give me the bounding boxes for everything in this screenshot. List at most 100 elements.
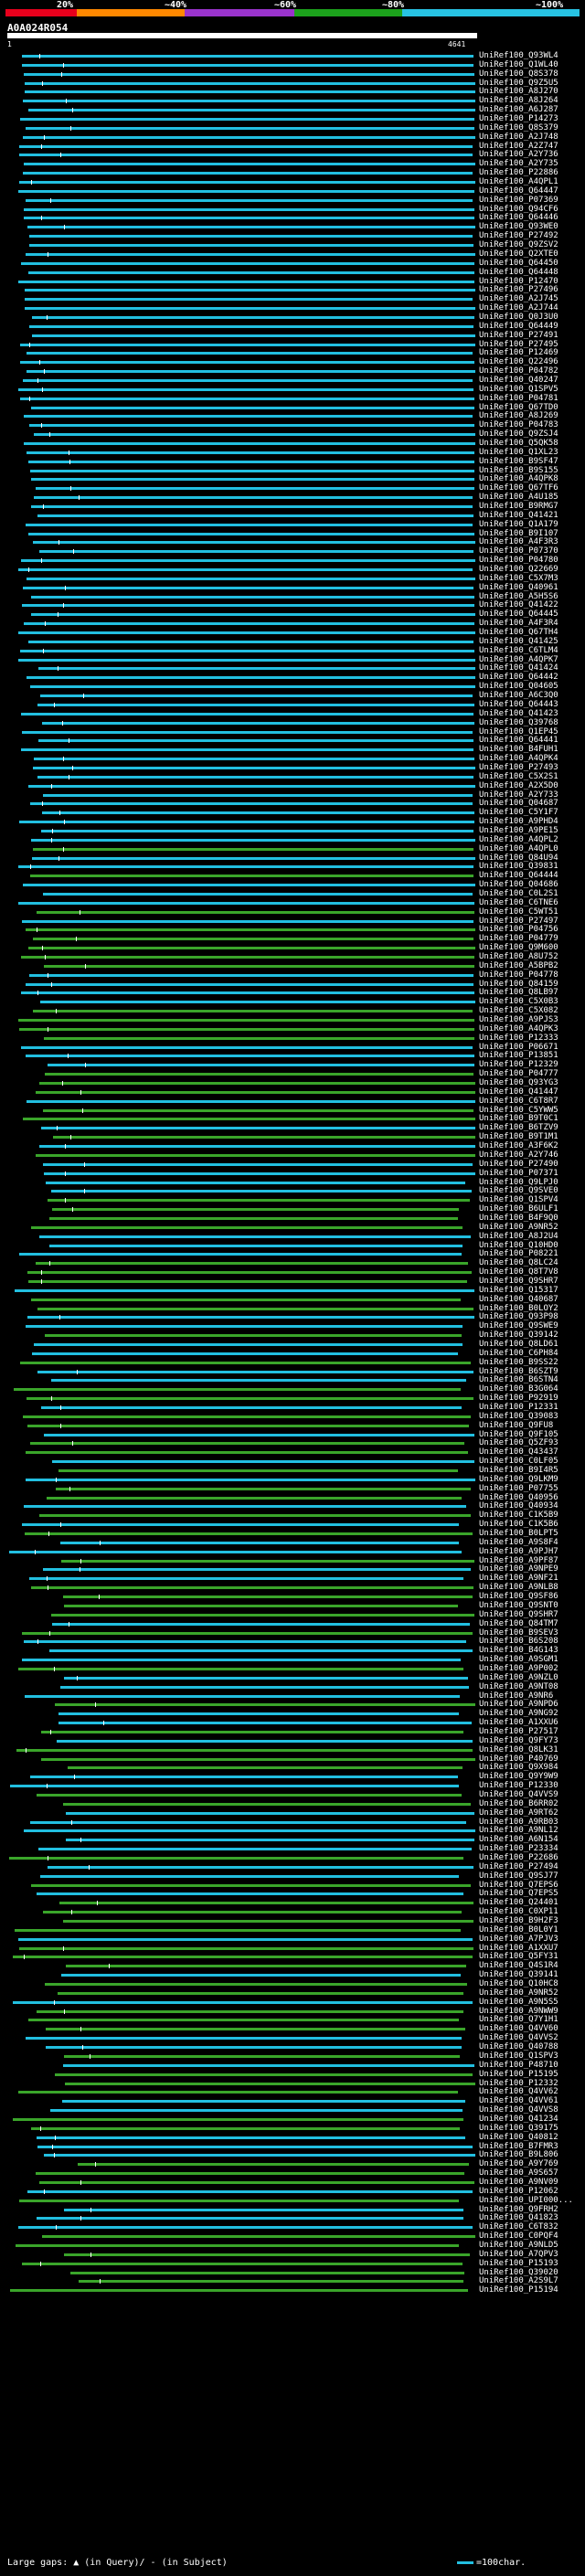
hit-row[interactable]: UniRef100_A9PJS3 (0, 1015, 585, 1025)
hit-row[interactable]: UniRef100_P27492 (0, 231, 585, 241)
hit-row[interactable]: UniRef100_B6STN4 (0, 1375, 585, 1385)
hit-name[interactable]: UniRef100_C5X2S1 (479, 772, 558, 781)
hit-name[interactable]: UniRef100_Q8LC24 (479, 1258, 558, 1267)
hit-row[interactable]: UniRef100_Q4S1R4 (0, 1961, 585, 1971)
hit-row[interactable]: UniRef100_P04756 (0, 925, 585, 935)
hit-row[interactable]: UniRef100_B7FMR3 (0, 2142, 585, 2152)
hit-row[interactable]: UniRef100_Q40961 (0, 583, 585, 593)
hit-name[interactable]: UniRef100_Q8LD61 (479, 1340, 558, 1349)
hit-name[interactable]: UniRef100_C0XP11 (479, 1907, 558, 1916)
hit-row[interactable]: UniRef100_A2J744 (0, 303, 585, 313)
hit-name[interactable]: UniRef100_A2Y733 (479, 790, 558, 800)
hit-row[interactable]: UniRef100_P23334 (0, 1844, 585, 1854)
hit-name[interactable]: UniRef100_B6TZV9 (479, 1123, 558, 1132)
hit-row[interactable]: UniRef100_B6S208 (0, 1637, 585, 1647)
hit-name[interactable]: UniRef100_Q84U94 (479, 853, 558, 863)
hit-name[interactable]: UniRef100_C6T8R7 (479, 1097, 558, 1106)
hit-row[interactable]: UniRef100_P04781 (0, 394, 585, 404)
hit-name[interactable]: UniRef100_B9T1M1 (479, 1132, 558, 1141)
hit-name[interactable]: UniRef100_Q64449 (479, 322, 558, 331)
hit-row[interactable]: UniRef100_P27494 (0, 1862, 585, 1872)
hit-row[interactable]: UniRef100_A1XXU7 (0, 1944, 585, 1954)
hit-name[interactable]: UniRef100_Q2XTE0 (479, 249, 558, 259)
hit-name[interactable]: UniRef100_Q9FU8 (479, 1421, 554, 1430)
hit-name[interactable]: UniRef100_P08221 (479, 1249, 558, 1258)
hit-row[interactable]: UniRef100_P27496 (0, 285, 585, 295)
hit-row[interactable]: UniRef100_C5YWW5 (0, 1106, 585, 1116)
hit-row[interactable]: UniRef100_A6J287 (0, 105, 585, 115)
hit-name[interactable]: UniRef100_Q10HD0 (479, 1241, 558, 1250)
hit-name[interactable]: UniRef100_A9NR52 (479, 1988, 558, 1998)
hit-row[interactable]: UniRef100_Q64445 (0, 610, 585, 620)
hit-name[interactable]: UniRef100_Q41421 (479, 511, 558, 520)
hit-row[interactable]: UniRef100_B9H2F3 (0, 1916, 585, 1926)
hit-row[interactable]: UniRef100_A9NR6 (0, 1691, 585, 1701)
hit-row[interactable]: UniRef100_A2Y735 (0, 159, 585, 169)
hit-name[interactable]: UniRef100_A9RB03 (479, 1818, 558, 1827)
hit-row[interactable]: UniRef100_Q64442 (0, 673, 585, 683)
hit-row[interactable]: UniRef100_C5X2S1 (0, 772, 585, 782)
hit-row[interactable]: UniRef100_A9SGM1 (0, 1655, 585, 1665)
hit-name[interactable]: UniRef100_C6T832 (479, 2222, 558, 2231)
hit-row[interactable]: UniRef100_Q9SNT0 (0, 1601, 585, 1611)
hit-row[interactable]: UniRef100_A9NLB8 (0, 1583, 585, 1593)
hit-name[interactable]: UniRef100_A4QPK8 (479, 474, 558, 483)
hit-name[interactable]: UniRef100_P12332 (479, 2079, 558, 2088)
hit-row[interactable]: UniRef100_Q39142 (0, 1330, 585, 1341)
hit-name[interactable]: UniRef100_Q93P98 (479, 1312, 558, 1321)
hit-row[interactable]: UniRef100_P27517 (0, 1727, 585, 1737)
hit-row[interactable]: UniRef100_Q4VV62 (0, 2087, 585, 2097)
hit-row[interactable]: UniRef100_C5WT51 (0, 907, 585, 917)
hit-name[interactable]: UniRef100_A5BPB2 (479, 961, 558, 970)
hit-name[interactable]: UniRef100_Q1XL23 (479, 448, 558, 457)
hit-row[interactable]: UniRef100_A5H5S6 (0, 592, 585, 602)
hit-name[interactable]: UniRef100_A4F3R4 (479, 619, 558, 628)
hit-name[interactable]: UniRef100_P04780 (479, 556, 558, 565)
hit-row[interactable]: UniRef100_Q93WL4 (0, 51, 585, 61)
hit-name[interactable]: UniRef100_Q9LPJ0 (479, 1178, 558, 1187)
hit-row[interactable]: UniRef100_Q39175 (0, 2124, 585, 2134)
hit-name[interactable]: UniRef100_Q9SWE9 (479, 1321, 558, 1330)
hit-row[interactable]: UniRef100_A2J748 (0, 133, 585, 143)
hit-row[interactable]: UniRef100_P27491 (0, 331, 585, 341)
hit-row[interactable]: UniRef100_P12329 (0, 1060, 585, 1070)
hit-name[interactable]: UniRef100_Q9Z5U5 (479, 79, 558, 88)
hit-row[interactable]: UniRef100_Q9Y9W9 (0, 1772, 585, 1782)
hit-name[interactable]: UniRef100_P22686 (479, 1853, 558, 1862)
hit-name[interactable]: UniRef100_A9NPD6 (479, 1700, 558, 1709)
hit-row[interactable]: UniRef100_Q41421 (0, 511, 585, 521)
hit-row[interactable]: UniRef100_A9NV09 (0, 2178, 585, 2188)
hit-name[interactable]: UniRef100_A8J270 (479, 87, 558, 96)
hit-name[interactable]: UniRef100_A9Y769 (479, 2159, 558, 2168)
hit-row[interactable]: UniRef100_Q04605 (0, 682, 585, 692)
hit-name[interactable]: UniRef100_A8U752 (479, 952, 558, 961)
hit-row[interactable]: UniRef100_C5X7M3 (0, 574, 585, 584)
hit-row[interactable]: UniRef100_A4QPK8 (0, 474, 585, 484)
hit-row[interactable]: UniRef100_Q4VV61 (0, 2096, 585, 2106)
hit-name[interactable]: UniRef100_P22886 (479, 168, 558, 177)
hit-row[interactable]: UniRef100_Q40247 (0, 376, 585, 386)
hit-name[interactable]: UniRef100_B9SS22 (479, 1358, 558, 1367)
hit-row[interactable]: UniRef100_Q1WL40 (0, 60, 585, 70)
hit-name[interactable]: UniRef100_Q39020 (479, 2268, 558, 2277)
hit-row[interactable]: UniRef100_Q9SF86 (0, 1592, 585, 1602)
hit-row[interactable]: UniRef100_C0L2S1 (0, 889, 585, 899)
hit-name[interactable]: UniRef100_Q93WL4 (479, 51, 558, 60)
hit-row[interactable]: UniRef100_Q67TF6 (0, 483, 585, 493)
hit-name[interactable]: UniRef100_Q64444 (479, 871, 558, 880)
hit-row[interactable]: UniRef100_Q41234 (0, 2115, 585, 2125)
hit-name[interactable]: UniRef100_A1XXU7 (479, 1944, 558, 1953)
hit-name[interactable]: UniRef100_Q4VVS2 (479, 2033, 558, 2042)
hit-row[interactable]: UniRef100_Q7Y1H1 (0, 2015, 585, 2025)
hit-row[interactable]: UniRef100_Q9SVE0 (0, 1186, 585, 1196)
hit-row[interactable]: UniRef100_Q8S379 (0, 123, 585, 133)
hit-name[interactable]: UniRef100_Q0J3U0 (479, 313, 558, 322)
hit-row[interactable]: UniRef100_B6TZV9 (0, 1123, 585, 1133)
hit-name[interactable]: UniRef100_Q9SHR7 (479, 1277, 558, 1286)
hit-name[interactable]: UniRef100_B6SZT9 (479, 1367, 558, 1376)
hit-row[interactable]: UniRef100_A4F3R3 (0, 537, 585, 547)
hit-name[interactable]: UniRef100_Q41424 (479, 663, 558, 673)
hit-name[interactable]: UniRef100_A8J2U4 (479, 1232, 558, 1241)
hit-name[interactable]: UniRef100_B4FUH1 (479, 745, 558, 754)
hit-name[interactable]: UniRef100_Q64445 (479, 610, 558, 619)
